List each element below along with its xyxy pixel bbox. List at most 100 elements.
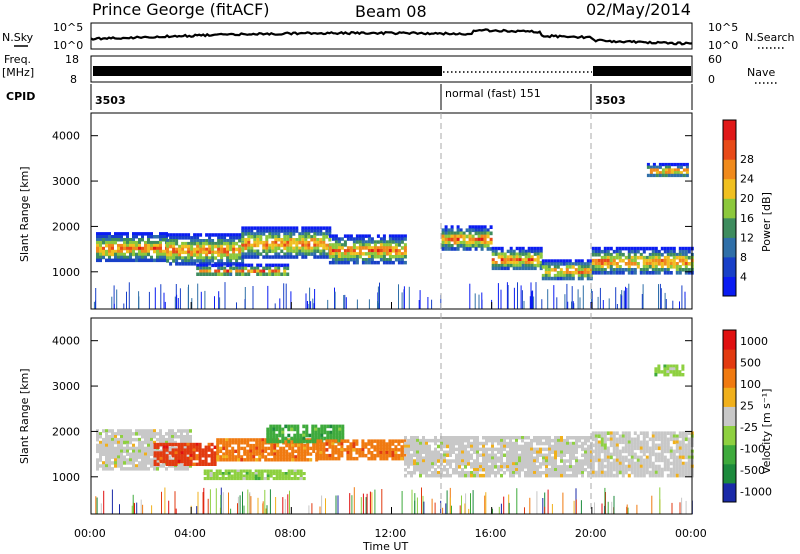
heat-cell xyxy=(291,472,294,475)
clutter-streak xyxy=(374,490,375,514)
clutter-streak xyxy=(594,502,595,514)
heat-cell xyxy=(99,464,102,468)
clutter-streak xyxy=(423,502,424,514)
clutter-streak xyxy=(681,498,682,514)
heat-cell xyxy=(569,474,572,478)
heat-cell xyxy=(652,474,655,478)
heat-cell xyxy=(150,453,153,457)
heat-cell xyxy=(102,467,105,471)
heat-cell xyxy=(557,265,560,269)
heat-cell xyxy=(114,235,117,239)
heat-cell xyxy=(193,262,196,266)
heat-cell xyxy=(202,454,205,457)
heat-cell xyxy=(346,454,349,458)
heat-cell xyxy=(657,367,660,370)
heat-cell xyxy=(150,444,153,448)
nsky-label: N.Sky xyxy=(2,31,34,44)
heat-cell xyxy=(631,447,634,451)
heat-cell xyxy=(208,273,211,277)
heat-cell xyxy=(658,474,661,478)
heat-cell xyxy=(680,174,683,177)
heat-cell xyxy=(531,247,534,250)
heat-cell xyxy=(225,438,228,441)
heat-cell xyxy=(497,468,500,472)
heat-cell xyxy=(664,450,667,454)
heat-cell xyxy=(492,247,495,250)
clutter-streak xyxy=(126,292,127,309)
clutter-streak xyxy=(522,290,523,309)
colorbar-tick-label: 4 xyxy=(740,270,747,283)
heat-cell xyxy=(328,445,331,449)
clutter-streak xyxy=(547,289,548,309)
heat-cell xyxy=(235,270,238,274)
heat-cell xyxy=(216,458,219,461)
heat-cell xyxy=(228,477,231,480)
clutter-streak xyxy=(225,282,226,309)
heat-cell xyxy=(452,468,455,472)
heat-cell xyxy=(204,472,207,475)
heat-cell xyxy=(175,457,178,460)
heat-cell xyxy=(563,474,566,478)
clutter-streak xyxy=(264,490,265,514)
heat-cell xyxy=(658,459,661,463)
heat-cell xyxy=(572,468,575,472)
heat-cell xyxy=(325,448,328,452)
heat-cell xyxy=(108,467,111,471)
heat-cell xyxy=(184,245,187,249)
heat-cell xyxy=(271,273,274,277)
heat-cell xyxy=(343,439,346,443)
heat-cell xyxy=(676,271,679,275)
heat-cell xyxy=(442,247,445,251)
heat-cell xyxy=(132,253,135,257)
heat-cell xyxy=(169,262,172,266)
heat-cell xyxy=(527,468,530,472)
clutter-streak xyxy=(402,292,403,309)
heat-cell xyxy=(506,436,509,440)
heat-cell xyxy=(373,448,376,452)
colorbar-swatch xyxy=(723,368,736,388)
heat-cell xyxy=(235,273,238,277)
clutter-streak xyxy=(532,291,533,309)
heat-cell xyxy=(102,247,105,251)
heat-cell xyxy=(560,277,563,281)
heat-cell xyxy=(673,431,676,435)
heat-cell xyxy=(267,477,270,480)
clutter-streak xyxy=(219,297,220,309)
heat-cell xyxy=(488,468,491,472)
heat-cell xyxy=(685,431,688,435)
heat-cell xyxy=(256,244,259,248)
heat-cell xyxy=(102,253,105,257)
heat-cell xyxy=(341,243,344,247)
heat-cell xyxy=(666,373,669,376)
freq-tick-top: 18 xyxy=(65,53,79,66)
heat-cell xyxy=(437,474,440,478)
heat-cell xyxy=(244,273,247,277)
heat-cell xyxy=(554,468,557,472)
heat-cell xyxy=(675,373,678,376)
heat-cell xyxy=(646,271,649,275)
heat-cell xyxy=(240,477,243,480)
heat-cell xyxy=(96,247,99,251)
heat-cell xyxy=(202,273,205,277)
heat-cell xyxy=(258,455,261,458)
heat-cell xyxy=(498,255,501,258)
heat-cell xyxy=(664,431,667,435)
heat-cell xyxy=(368,249,371,253)
heat-cell xyxy=(275,440,278,444)
heat-cell xyxy=(255,458,258,461)
heat-cell xyxy=(322,255,325,258)
heat-cell xyxy=(622,447,625,451)
heat-cell xyxy=(305,428,308,432)
heat-cell xyxy=(246,438,249,441)
heat-cell xyxy=(653,168,656,171)
heat-cell xyxy=(386,252,389,256)
heat-cell xyxy=(266,428,269,432)
heat-cell xyxy=(180,467,183,471)
heat-cell xyxy=(350,258,353,262)
colorbar-swatch xyxy=(723,387,736,407)
heat-cell xyxy=(144,467,147,471)
heat-cell xyxy=(566,474,569,478)
heat-cell xyxy=(286,255,289,258)
heat-cell xyxy=(102,453,105,457)
heat-cell xyxy=(199,463,202,466)
